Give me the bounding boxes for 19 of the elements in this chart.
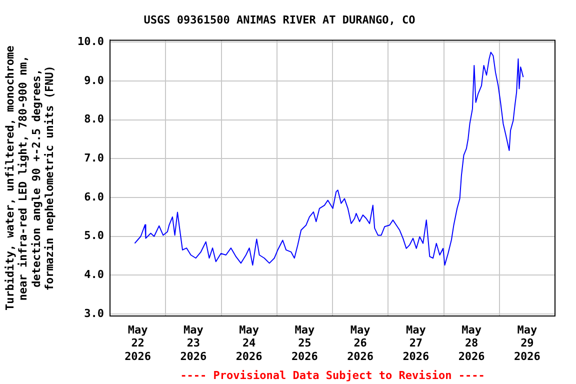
x-tick-label: May 27 2026 xyxy=(402,323,430,363)
text: ---- Provisional Data Subject to Revision ---- xyxy=(180,369,485,382)
x-tick-label: May 22 2026 xyxy=(124,323,152,363)
y-tick-label: 6.0 xyxy=(84,190,104,204)
x-tick-label: May 26 2026 xyxy=(347,323,374,363)
y-tick-label: 9.0 xyxy=(84,74,104,87)
y-tick-label: 10.0 xyxy=(78,35,104,48)
chart-title: USGS 09361500 ANIMAS RIVER AT DURANGO, CO xyxy=(144,13,416,26)
y-tick-label: 8.0 xyxy=(84,112,104,126)
x-tick-label: May 28 2026 xyxy=(458,323,486,363)
y-tick-label: 4.0 xyxy=(84,268,104,282)
x-tick-label: May 24 2026 xyxy=(236,323,263,363)
y-tick-label: 7.0 xyxy=(84,152,104,165)
x-tick-label: May 23 2026 xyxy=(180,323,208,363)
x-tick-label: May 25 2026 xyxy=(291,323,318,363)
x-tick-label: May 29 2026 xyxy=(514,323,541,363)
y-tick-label: 3.0 xyxy=(84,306,104,320)
y-tick-label: 5.0 xyxy=(84,229,104,242)
y-axis-title: Turbidity, water, unfiltered, monochrome near infra-red LED light, 780-900 nm, detection angle 90 +-2.5 degrees, formazin nephelometric units (FNU) xyxy=(3,45,56,311)
